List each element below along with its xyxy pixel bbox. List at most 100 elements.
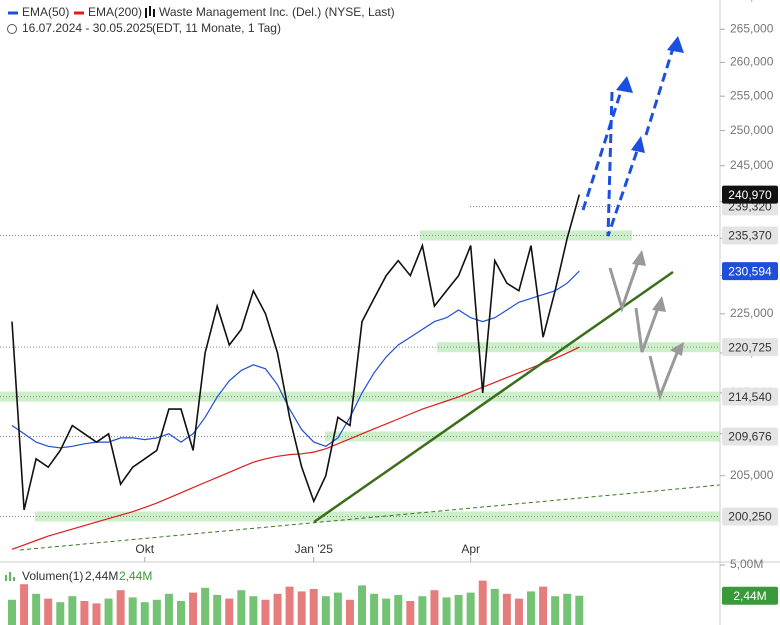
forecast-arrow	[581, 87, 624, 211]
long-trendline	[19, 484, 721, 551]
volume-bar	[128, 597, 137, 625]
annotations	[19, 36, 721, 551]
y-tick-label: 5,00M	[730, 557, 763, 571]
arrow-head	[670, 342, 684, 356]
volume-bar	[358, 585, 367, 625]
y-tick-label: 255,000	[730, 88, 774, 102]
volume-bar	[213, 595, 222, 625]
volume-bar	[502, 593, 511, 625]
volume-bar	[551, 596, 560, 625]
volume-bar	[201, 587, 210, 625]
volume-bar	[370, 593, 379, 625]
clock-icon	[7, 24, 17, 34]
last-volume-box	[722, 586, 778, 605]
scenario-arrow	[634, 307, 660, 353]
price-line	[11, 270, 580, 449]
volume-bar	[406, 601, 415, 625]
volume-bar	[104, 598, 113, 625]
volume-bar	[575, 595, 584, 625]
y-tick-label: 205,000	[730, 468, 774, 482]
volume-bar	[309, 589, 318, 625]
y-tick-label: 265,000	[730, 21, 774, 35]
header: EMA(50) EMA(200) Waste Management Inc. (…	[0, 2, 395, 583]
axis-layer: 205,000210,000215,000220,000225,000230,0…	[135, 0, 778, 605]
volume-bar	[539, 586, 548, 625]
arrow-head	[631, 136, 645, 153]
volume-bar	[478, 580, 487, 625]
scenario-arrow	[608, 261, 640, 313]
volume-bar	[273, 593, 282, 625]
volume-bar	[345, 599, 354, 625]
level-label-box	[722, 387, 778, 406]
y-tick-label: 260,000	[730, 55, 774, 69]
level-label-box	[722, 226, 778, 245]
volume-bar	[285, 586, 294, 625]
volume-icon	[5, 572, 15, 581]
level-label: 220,725	[728, 340, 772, 354]
volume-bar	[333, 592, 342, 625]
volume-bar	[44, 598, 53, 625]
arrow-head	[667, 36, 684, 53]
last-value-label: 240,970	[728, 188, 772, 202]
level-label: 214,540	[728, 390, 772, 404]
volume-legend-value: 2,44M	[85, 569, 118, 583]
level-label-box	[722, 338, 778, 357]
y-tick-label: 270,000	[730, 0, 774, 3]
volume-bar	[418, 596, 427, 625]
level-label: 235,370	[728, 229, 772, 243]
x-tick-label: Jan '25	[295, 542, 334, 556]
level-label: 209,676	[728, 430, 772, 444]
chart-title: Waste Management Inc. (Del.) (NYSE, Last…	[159, 5, 395, 19]
volume-bar	[430, 590, 439, 625]
legend-label: EMA(50)	[22, 5, 69, 19]
y-tick-label: 225,000	[730, 306, 774, 320]
volume-bar	[527, 591, 536, 625]
level-label: 200,250	[728, 510, 772, 524]
candle-icon	[145, 6, 155, 18]
volume-bar	[140, 602, 149, 625]
x-tick-label: Okt	[135, 542, 154, 556]
arrow-head	[616, 76, 633, 93]
price-line	[11, 194, 581, 511]
last-value-label-box	[722, 185, 778, 204]
trendline	[313, 270, 674, 524]
volume-bar	[466, 592, 475, 625]
volume-bar	[176, 601, 185, 625]
forecast-arrow	[606, 91, 640, 237]
level-label-box	[722, 507, 778, 526]
price-line	[11, 346, 580, 550]
plot-layer	[8, 194, 584, 625]
volume-bar	[563, 593, 572, 625]
volume-bar	[164, 593, 173, 625]
volume-bar	[56, 602, 65, 625]
volume-bar	[261, 599, 270, 625]
volume-bar	[514, 598, 523, 625]
y-tick-label: 250,000	[730, 123, 774, 137]
last-value-label: 230,594	[728, 264, 772, 278]
arrow-head	[652, 296, 666, 312]
volume-bar	[116, 590, 125, 625]
volume-bar	[92, 603, 101, 625]
y-tick-label: 245,000	[730, 158, 774, 172]
volume-bar	[297, 591, 306, 625]
volume-legend: Volumen(1)	[22, 569, 83, 583]
arrow-head	[632, 250, 646, 266]
volume-bar	[189, 592, 198, 625]
last-volume-label: 2,44M	[733, 589, 766, 603]
volume-bar	[321, 596, 330, 625]
volume-bar	[20, 584, 29, 625]
volume-bar	[152, 599, 161, 625]
volume-bar	[225, 598, 234, 625]
last-value-label-box	[722, 262, 778, 281]
x-tick-label: Apr	[461, 542, 480, 556]
volume-bar	[490, 589, 499, 625]
range-note: (EDT, 11 Monate, 1 Tag)	[152, 21, 281, 35]
date-range: 16.07.2024 - 30.05.2025	[22, 21, 153, 35]
volume-bar	[249, 596, 258, 625]
forecast-arrow	[644, 47, 675, 136]
volume-bar	[442, 597, 451, 625]
volume-bar	[32, 593, 41, 625]
volume-bar	[382, 598, 391, 625]
